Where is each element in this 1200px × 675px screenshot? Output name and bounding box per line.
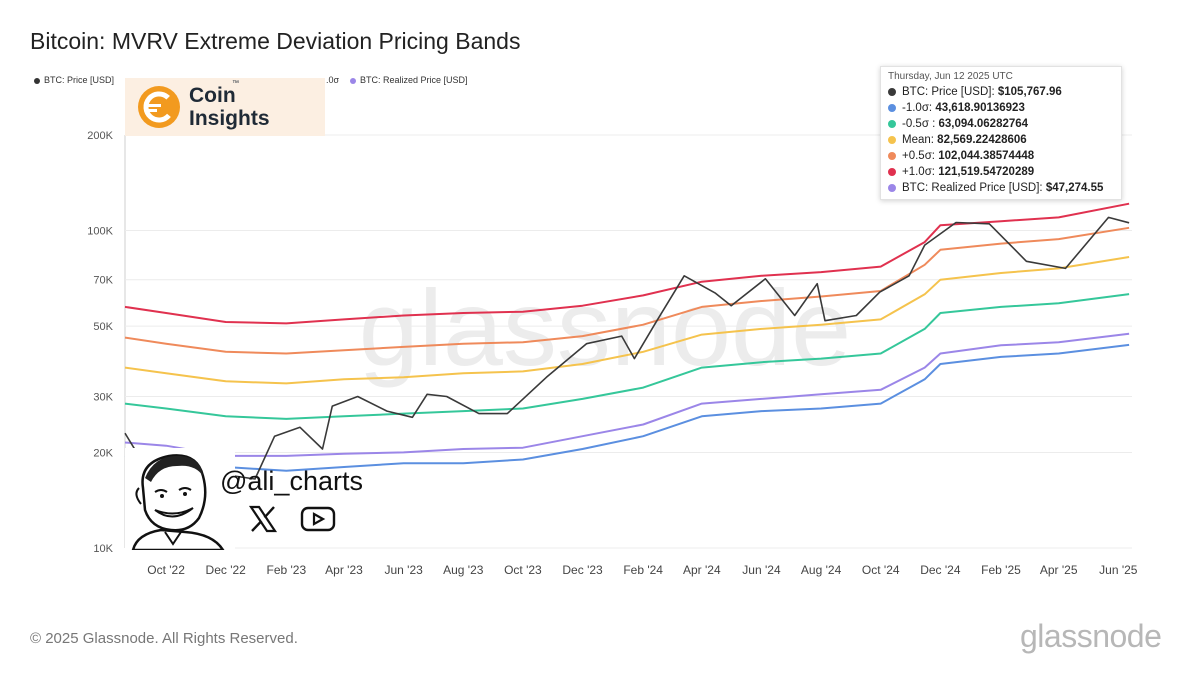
y-tick-label: 100K: [87, 226, 113, 238]
x-tick-label: Jun '23: [384, 563, 423, 577]
x-tick-label: Dec '24: [920, 563, 961, 577]
tooltip-row: BTC: Realized Price [USD]: $47,274.55: [888, 182, 1103, 194]
x-axis: Oct '22 Dec '22 Feb '23 Apr '23 Jun '23 Aug '…: [147, 563, 1138, 577]
legend-item-sigma[interactable]: .0σ: [326, 75, 340, 85]
coin-logo-icon: [138, 86, 180, 128]
chart-title: Bitcoin: MVRV Extreme Deviation Pricing …: [30, 28, 521, 54]
x-tick-label: Apr '25: [1040, 563, 1078, 577]
legend-item-price[interactable]: BTC: Price [USD]: [34, 75, 114, 85]
y-tick-label: 70K: [93, 275, 113, 287]
y-tick-label: 20K: [93, 447, 113, 459]
series-dot-icon: [888, 119, 896, 128]
logo-trademark: ™: [232, 80, 239, 87]
series-line: [124, 332, 1130, 457]
tooltip-row: -0.5σ : 63,094.06282764: [888, 118, 1028, 130]
x-tick-label: Jun '25: [1099, 563, 1138, 577]
x-tick-label: Apr '23: [325, 563, 363, 577]
series-dot-icon: [888, 183, 896, 192]
x-tick-label: Feb '24: [623, 563, 663, 577]
brand-logo-text: glassnode: [1020, 618, 1162, 654]
coin-insights-logo: Coin Insights ™: [125, 78, 325, 136]
y-tick-label: 200K: [87, 130, 113, 142]
series-line: [124, 293, 1130, 420]
series-line: [124, 343, 1130, 472]
legend-item-realized-price[interactable]: BTC: Realized Price [USD]: [350, 75, 468, 85]
series-line: [124, 216, 1130, 480]
x-tick-label: Aug '24: [801, 563, 842, 577]
y-tick-label: 30K: [93, 392, 113, 404]
legend-dot-icon: [350, 77, 356, 84]
tooltip: Thursday, Jun 12 2025 UTC BTC: Price [US…: [880, 66, 1122, 200]
y-tick-label: 50K: [93, 321, 113, 333]
copyright-text: © 2025 Glassnode. All Rights Reserved.: [30, 630, 298, 647]
series: [124, 202, 1130, 480]
x-tick-label: Apr '24: [683, 563, 721, 577]
x-icon[interactable]: [248, 505, 278, 533]
tooltip-row: +0.5σ: 102,044.38574448: [888, 150, 1034, 162]
legend-dot-icon: [34, 77, 40, 84]
youtube-icon[interactable]: [300, 505, 336, 533]
logo-text: Coin Insights: [189, 84, 270, 130]
y-tick-label: 10K: [93, 543, 113, 555]
x-tick-label: Feb '23: [266, 563, 306, 577]
x-tick-label: Oct '22: [147, 563, 185, 577]
x-tick-label: Dec '22: [206, 563, 247, 577]
series-dot-icon: [888, 103, 896, 112]
tooltip-row: BTC: Price [USD]: $105,767.96: [888, 86, 1062, 98]
x-tick-label: Jun '24: [742, 563, 781, 577]
tooltip-row: Mean: 82,569.22428606: [888, 134, 1027, 146]
series-dot-icon: [888, 167, 896, 176]
x-tick-label: Oct '23: [504, 563, 542, 577]
avatar: [125, 448, 235, 550]
x-tick-label: Feb '25: [981, 563, 1021, 577]
y-axis: 10K 20K 30K 50K 70K 100K 200K: [87, 130, 113, 555]
series-dot-icon: [888, 151, 896, 160]
series-dot-icon: [888, 87, 896, 96]
x-tick-label: Oct '24: [862, 563, 900, 577]
x-tick-label: Aug '23: [443, 563, 484, 577]
tooltip-date: Thursday, Jun 12 2025 UTC: [888, 71, 1013, 82]
tooltip-row: +1.0σ: 121,519.54720289: [888, 166, 1034, 178]
author-handle: @ali_charts: [220, 466, 363, 496]
tooltip-row: -1.0σ: 43,618.90136923: [888, 102, 1025, 114]
series-line: [124, 226, 1130, 355]
series-dot-icon: [888, 135, 896, 144]
series-line: [124, 202, 1130, 325]
series-line: [124, 256, 1130, 385]
x-tick-label: Dec '23: [562, 563, 603, 577]
